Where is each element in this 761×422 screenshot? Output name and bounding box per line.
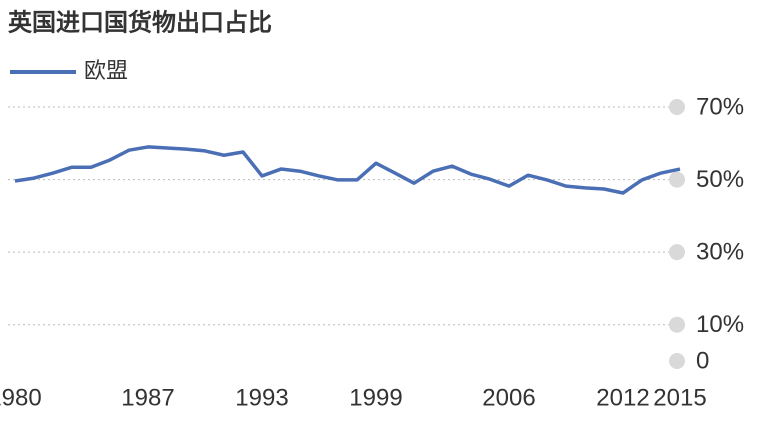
tick-dot (669, 244, 685, 261)
y-tick-label: 0 (696, 347, 709, 374)
x-tick-label: 1993 (235, 384, 288, 411)
y-tick-label: 70% (696, 93, 744, 120)
y-tick-label: 50% (696, 166, 744, 193)
y-tick-label: 10% (696, 311, 744, 338)
x-tick-label: 1980 (0, 384, 42, 411)
y-tick-label: 30% (696, 238, 744, 265)
tick-dot (669, 353, 685, 369)
x-tick-label: 2012 (596, 384, 649, 411)
chart-title: 英国进口国货物出口占比 (8, 8, 272, 36)
legend-label: 欧盟 (84, 58, 128, 83)
tick-dot (669, 316, 685, 333)
series-line (14, 145, 681, 195)
tick-dot (669, 99, 685, 115)
x-tick-label: 2006 (482, 384, 535, 411)
x-tick-label: 2015 (653, 384, 706, 411)
tick-dot (669, 171, 685, 188)
x-tick-label: 1999 (349, 384, 402, 411)
x-tick-label: 1987 (121, 384, 174, 411)
